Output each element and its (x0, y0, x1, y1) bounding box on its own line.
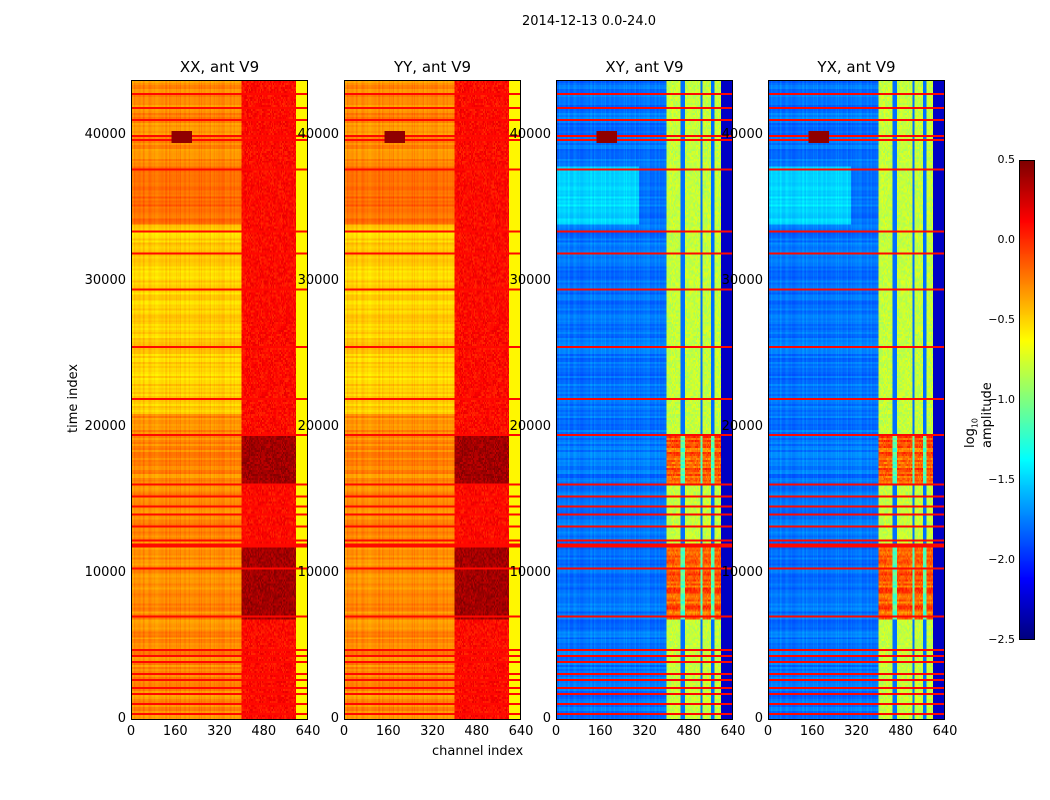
y-tick-label: 40000 (509, 127, 551, 142)
heatmap-image (769, 81, 944, 719)
colorbar-tick-label: 0.5 (997, 153, 1016, 166)
x-tick-label: 0 (763, 724, 773, 739)
y-tick-label: 0 (330, 711, 339, 726)
heatmap-panel (131, 80, 308, 720)
figure-title: 2014-12-13 0.0-24.0 (522, 14, 656, 29)
panel-title: XY, ant V9 (605, 58, 684, 76)
y-tick-label: 20000 (297, 419, 339, 434)
x-tick-label: 640 (295, 724, 321, 739)
x-tick-label: 320 (632, 724, 657, 739)
x-tick-label: 320 (207, 724, 232, 739)
x-tick-label: 160 (162, 724, 188, 739)
colorbar (1019, 160, 1035, 640)
x-tick-label: 480 (464, 724, 490, 739)
colorbar-tick-label: −1.5 (988, 473, 1015, 486)
y-tick-label: 40000 (297, 127, 339, 142)
heatmap-panel (344, 80, 521, 720)
y-tick-label: 20000 (509, 419, 551, 434)
y-axis-label: time index (66, 363, 81, 433)
y-tick-label: 40000 (721, 127, 763, 142)
y-tick-label: 20000 (721, 419, 763, 434)
panel-title: XX, ant V9 (179, 58, 260, 76)
x-tick-label: 160 (587, 724, 613, 739)
heatmap-panel (556, 80, 733, 720)
colorbar-tick-label: −2.5 (988, 633, 1015, 646)
y-tick-label: 0 (542, 711, 551, 726)
panel-title: YY, ant V9 (393, 58, 471, 76)
x-tick-label: 160 (799, 724, 825, 739)
colorbar-tick-label: −0.5 (988, 313, 1015, 326)
colorbar-tick-label: −2.0 (988, 553, 1015, 566)
y-tick-label: 0 (754, 711, 763, 726)
x-tick-label: 480 (676, 724, 702, 739)
y-tick-label: 10000 (721, 565, 763, 580)
x-axis-label: channel index (432, 744, 524, 759)
x-tick-label: 320 (844, 724, 869, 739)
y-tick-label: 20000 (84, 419, 126, 434)
x-tick-label: 0 (126, 724, 136, 739)
heatmap-image (132, 81, 307, 719)
y-tick-label: 10000 (84, 565, 126, 580)
heatmap-image (557, 81, 732, 719)
y-tick-label: 30000 (721, 273, 763, 288)
y-tick-label: 30000 (509, 273, 551, 288)
y-tick-label: 10000 (297, 565, 339, 580)
x-tick-label: 0 (551, 724, 561, 739)
colorbar-label: log10 amplitude (963, 382, 995, 448)
heatmap-image (345, 81, 520, 719)
x-tick-label: 640 (932, 724, 958, 739)
colorbar-tick-label: −1.0 (988, 393, 1015, 406)
x-tick-label: 640 (508, 724, 534, 739)
panel-title: YX, ant V9 (817, 58, 896, 76)
x-tick-label: 160 (375, 724, 401, 739)
y-tick-label: 0 (117, 711, 126, 726)
heatmap-panel (768, 80, 945, 720)
x-tick-label: 480 (888, 724, 914, 739)
y-tick-label: 10000 (509, 565, 551, 580)
colorbar-tick-label: 0.0 (997, 233, 1016, 246)
x-tick-label: 0 (339, 724, 349, 739)
x-tick-label: 480 (251, 724, 277, 739)
y-tick-label: 30000 (84, 273, 126, 288)
y-tick-label: 40000 (84, 127, 126, 142)
x-tick-label: 320 (420, 724, 445, 739)
x-tick-label: 640 (720, 724, 746, 739)
y-tick-label: 30000 (297, 273, 339, 288)
